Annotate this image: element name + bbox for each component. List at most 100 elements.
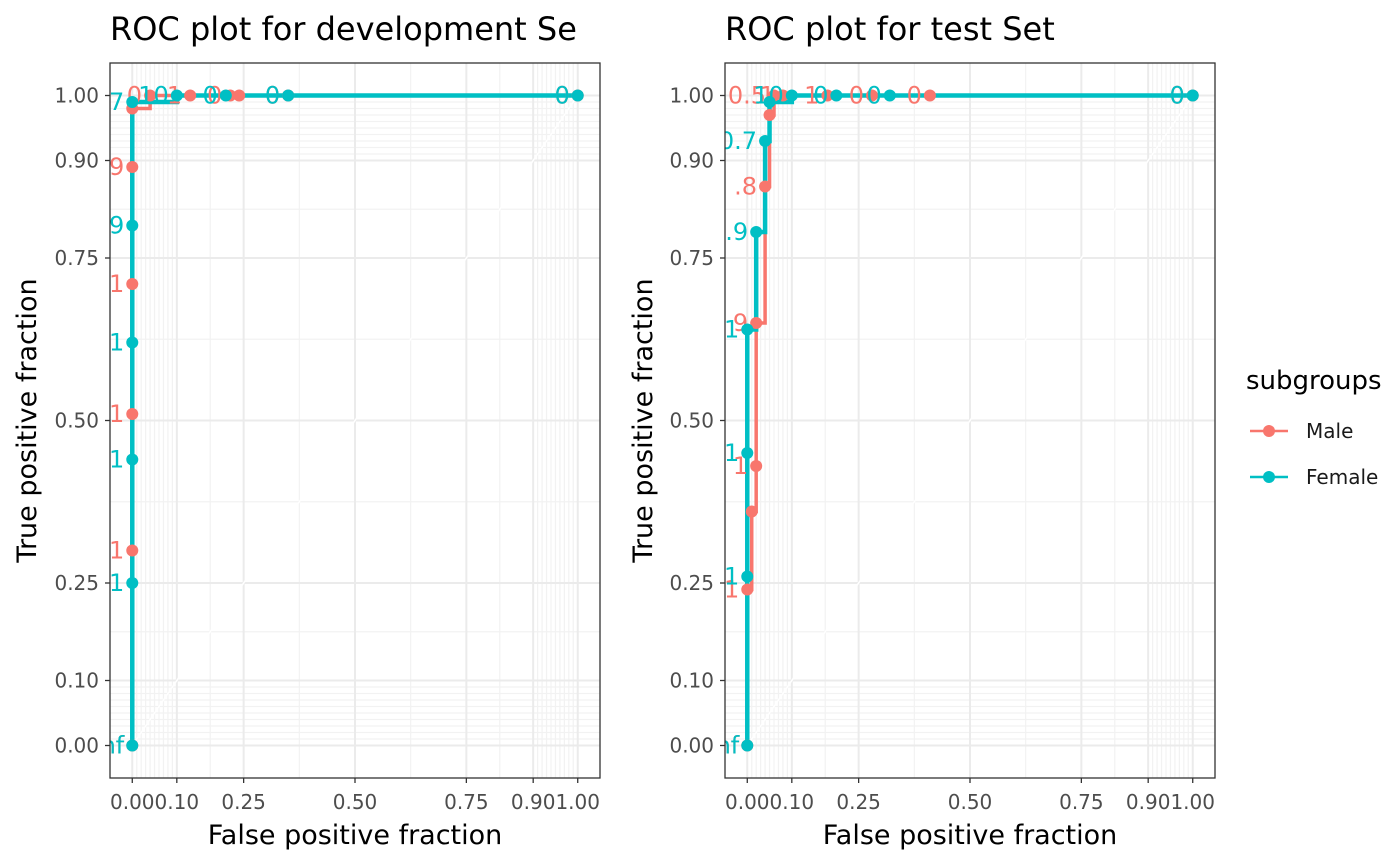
legend-key-point-male xyxy=(1263,425,1275,437)
y-tick-label: 1.00 xyxy=(669,84,714,108)
dev-cutoff-label-female: 10 xyxy=(138,82,169,110)
test-point-male xyxy=(821,89,834,102)
test-point-male xyxy=(745,505,758,518)
dev-reference-diagonal xyxy=(131,95,579,746)
x-tick-label: 0.75 xyxy=(1059,790,1104,814)
dev-cutoff-label-male: 9 xyxy=(109,153,124,181)
test-point-female xyxy=(741,323,754,336)
legend-title: subgroups xyxy=(1246,366,1382,396)
dev-point-female xyxy=(126,577,139,589)
test-cutoff-label-male: 1 xyxy=(733,452,748,480)
x-tick-label: 1.00 xyxy=(555,790,600,814)
dev-cutoff-label-female: nf xyxy=(101,732,125,760)
dev-point-female xyxy=(126,739,139,752)
test-cutoff-label-female: 0.7 xyxy=(719,127,757,155)
dev-cutoff-label-female: 7 xyxy=(109,88,124,116)
x-tick-label: 0.00 xyxy=(110,790,155,814)
test-cutoff-label-female: 0 xyxy=(1169,82,1184,110)
test-point-female xyxy=(785,89,798,102)
x-tick-label: 0.90 xyxy=(511,790,556,814)
dev-cutoff-label-male: 1 xyxy=(109,537,124,565)
dev-cutoff-label-female: 1 xyxy=(109,569,124,597)
dev-point-female xyxy=(126,453,139,466)
y-tick-label: 0.00 xyxy=(669,734,714,758)
test-point-male xyxy=(759,180,772,193)
dev-cutoff-label-male: 0 xyxy=(207,82,222,110)
y-tick-label: 0.00 xyxy=(54,734,99,758)
test-cutoff-label-male: 1 xyxy=(804,82,819,110)
test-reference-diagonal xyxy=(746,95,1194,746)
test-cutoff-label-female: 0 xyxy=(813,82,828,110)
dev-cutoff-label-female: 1 xyxy=(109,446,124,474)
test-cutoff-label-female: 1 xyxy=(724,439,739,467)
test-point-male xyxy=(741,583,754,596)
test-point-female xyxy=(883,89,896,102)
dev-point-male xyxy=(126,278,139,290)
legend-key-point-female xyxy=(1263,471,1275,483)
test-y-axis-title: True positive fraction xyxy=(628,278,659,563)
test-point-female xyxy=(750,226,763,238)
y-tick-label: 0.10 xyxy=(54,669,99,693)
test-cutoff-label-female: 1 xyxy=(724,563,739,591)
x-tick-label: 1.00 xyxy=(1170,790,1215,814)
test-point-female xyxy=(1186,89,1199,102)
dev-point-female xyxy=(126,336,139,349)
y-tick-label: 0.50 xyxy=(669,409,714,433)
x-tick-label: 0.10 xyxy=(770,790,815,814)
dev-chart-title: ROC plot for development Se xyxy=(110,10,577,48)
test-x-axis-title: False positive fraction xyxy=(823,820,1118,851)
test-point-female xyxy=(741,739,754,752)
dev-cutoff-label-female: 0 xyxy=(554,82,569,110)
dev-point-male xyxy=(233,89,246,102)
dev-point-male xyxy=(184,89,197,102)
legend-label-female: Female xyxy=(1306,465,1378,489)
dev-point-male xyxy=(126,544,139,557)
x-tick-label: 0.90 xyxy=(1126,790,1171,814)
y-tick-label: 0.50 xyxy=(54,409,99,433)
dev-cutoff-label-male: nf xyxy=(101,732,125,760)
dev-cutoff-label-female: 1 xyxy=(109,329,124,357)
y-tick-label: 0.75 xyxy=(669,246,714,270)
dev-cutoff-label-female: 0 xyxy=(203,82,218,110)
test-cutoff-label-male: 0.5 xyxy=(728,82,766,110)
dev-cutoff-label-male: 1 xyxy=(109,270,124,298)
y-tick-label: 0.25 xyxy=(669,571,714,595)
y-tick-label: 0.75 xyxy=(54,246,99,270)
test-point-male xyxy=(763,109,776,121)
dev-cutoff-label-male: 0 xyxy=(554,82,569,110)
dev-point-male xyxy=(126,161,139,173)
dev-point-female xyxy=(126,96,139,108)
test-point-female xyxy=(741,447,754,459)
development-roc-panel: nf111901000nf11197100000.000.100.250.500… xyxy=(12,10,601,851)
x-tick-label: 0.10 xyxy=(155,790,200,814)
x-tick-label: 0.25 xyxy=(836,790,881,814)
test-cutoff-label-male: .8 xyxy=(734,173,757,201)
dev-point-female xyxy=(571,89,584,102)
test-cutoff-label-female: 0 xyxy=(867,82,882,110)
test-point-female xyxy=(830,89,843,102)
y-tick-label: 0.25 xyxy=(54,571,99,595)
x-tick-label: 0.00 xyxy=(725,790,770,814)
legend-item-female: Female xyxy=(1250,465,1378,489)
dev-point-female xyxy=(219,89,232,102)
test-point-male xyxy=(750,317,763,329)
y-tick-label: 1.00 xyxy=(54,84,99,108)
test-cutoff-label-female: nf xyxy=(716,732,740,760)
y-tick-label: 0.90 xyxy=(669,149,714,173)
test-point-female xyxy=(741,570,754,583)
test-cutoff-label-male: 0 xyxy=(907,82,922,110)
x-tick-label: 0.50 xyxy=(333,790,378,814)
x-tick-label: 0.25 xyxy=(221,790,266,814)
test-point-male xyxy=(776,89,789,102)
test-cutoff-label-female: 10 xyxy=(753,82,784,110)
test-cutoff-label-female: 1 xyxy=(724,316,739,344)
dev-cutoff-label-female: 9 xyxy=(109,212,124,240)
y-tick-label: 0.90 xyxy=(54,149,99,173)
dev-point-male xyxy=(126,408,139,420)
dev-point-female xyxy=(170,89,183,102)
test-grid xyxy=(725,63,1215,778)
legend-item-male: Male xyxy=(1250,419,1353,443)
x-tick-label: 0.50 xyxy=(948,790,993,814)
